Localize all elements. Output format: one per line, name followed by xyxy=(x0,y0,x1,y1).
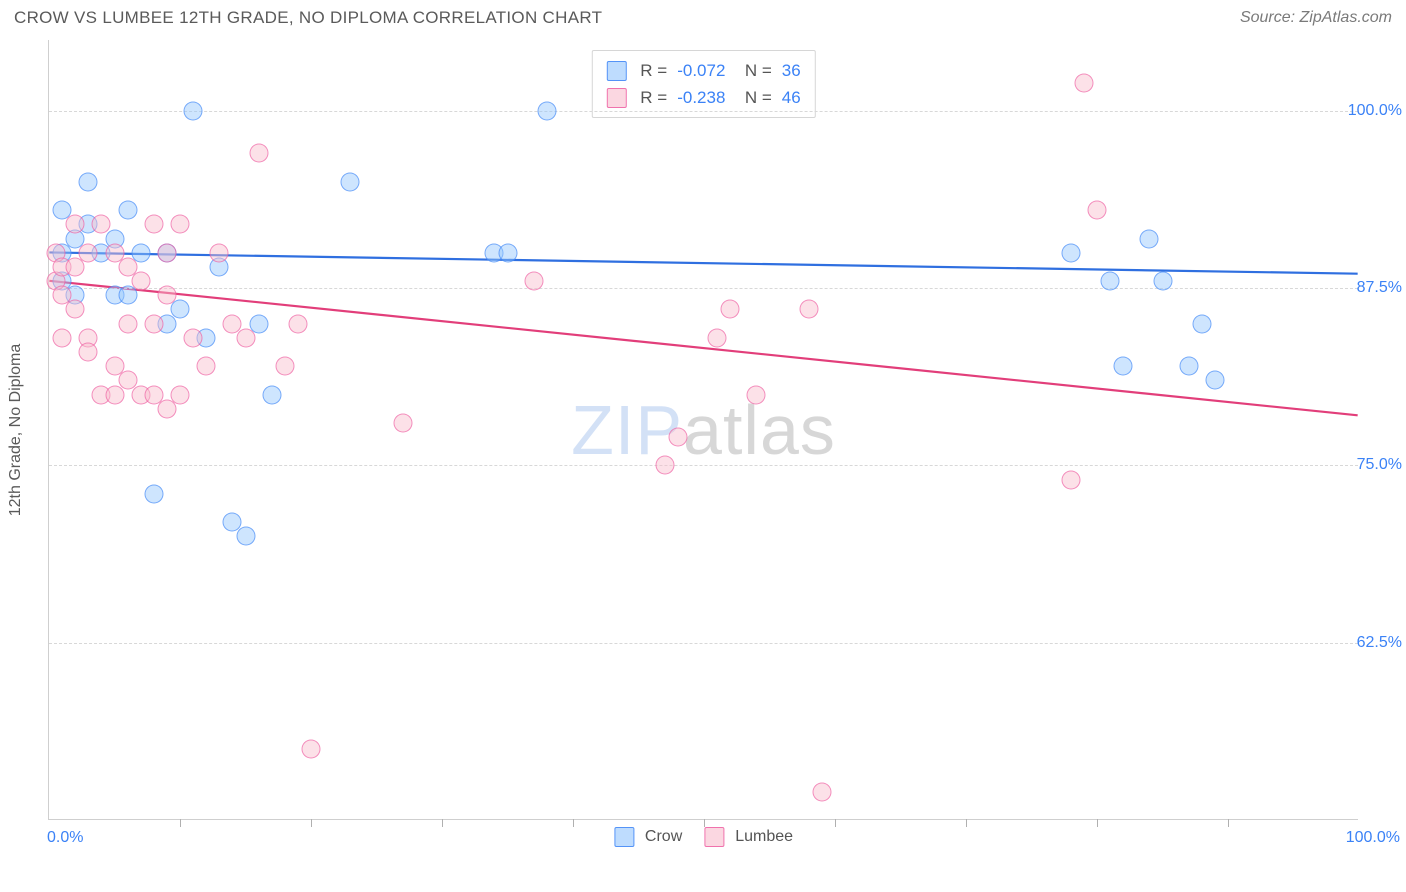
x-tick xyxy=(1228,819,1229,827)
scatter-point-lumbee xyxy=(1074,73,1093,92)
stats-n-lumbee: 46 xyxy=(782,84,801,111)
stats-n-crow: 36 xyxy=(782,57,801,84)
scatter-point-crow xyxy=(1140,229,1159,248)
scatter-point-lumbee xyxy=(302,740,321,759)
legend-item-crow: Crow xyxy=(614,827,682,847)
scatter-point-lumbee xyxy=(721,300,740,319)
stats-r-lumbee: -0.238 xyxy=(677,84,725,111)
scatter-point-crow xyxy=(118,201,137,220)
scatter-point-crow xyxy=(1192,314,1211,333)
bottom-legend: Crow Lumbee xyxy=(614,827,793,847)
scatter-point-lumbee xyxy=(79,343,98,362)
y-tick-label: 87.5% xyxy=(1357,279,1402,297)
scatter-point-lumbee xyxy=(1088,201,1107,220)
y-axis-label: 12th Grade, No Diploma xyxy=(7,344,25,517)
x-tick xyxy=(311,819,312,827)
scatter-point-lumbee xyxy=(131,272,150,291)
scatter-point-lumbee xyxy=(812,782,831,801)
chart-title: CROW VS LUMBEE 12TH GRADE, NO DIPLOMA CO… xyxy=(14,8,602,28)
scatter-point-crow xyxy=(79,172,98,191)
scatter-point-lumbee xyxy=(668,428,687,447)
stats-r-label: R = xyxy=(640,57,667,84)
y-tick-label: 75.0% xyxy=(1357,456,1402,474)
scatter-point-lumbee xyxy=(92,215,111,234)
y-tick-label: 100.0% xyxy=(1348,102,1402,120)
scatter-point-lumbee xyxy=(144,314,163,333)
scatter-point-lumbee xyxy=(524,272,543,291)
scatter-point-lumbee xyxy=(171,385,190,404)
gridline-h xyxy=(49,465,1358,466)
scatter-point-crow xyxy=(498,243,517,262)
legend-item-lumbee: Lumbee xyxy=(704,827,793,847)
scatter-point-crow xyxy=(262,385,281,404)
x-tick xyxy=(1097,819,1098,827)
scatter-point-lumbee xyxy=(171,215,190,234)
scatter-point-lumbee xyxy=(393,413,412,432)
stats-row-lumbee: R = -0.238 N = 46 xyxy=(606,84,800,111)
x-tick-end: 100.0% xyxy=(1346,829,1400,847)
scatter-point-crow xyxy=(537,101,556,120)
x-tick xyxy=(704,819,705,827)
scatter-point-lumbee xyxy=(157,243,176,262)
y-tick-label: 62.5% xyxy=(1357,634,1402,652)
scatter-point-crow xyxy=(1179,357,1198,376)
scatter-point-lumbee xyxy=(118,314,137,333)
swatch-lumbee-icon xyxy=(704,827,724,847)
swatch-crow-icon xyxy=(606,61,626,81)
scatter-point-lumbee xyxy=(747,385,766,404)
x-tick xyxy=(573,819,574,827)
scatter-point-lumbee xyxy=(655,456,674,475)
trendline-lumbee xyxy=(49,281,1357,416)
scatter-point-lumbee xyxy=(275,357,294,376)
stats-n-label: N = xyxy=(735,57,771,84)
scatter-point-lumbee xyxy=(799,300,818,319)
swatch-crow-icon xyxy=(614,827,634,847)
scatter-point-lumbee xyxy=(184,328,203,347)
legend-label-lumbee: Lumbee xyxy=(735,828,793,846)
gridline-h xyxy=(49,643,1358,644)
x-tick xyxy=(835,819,836,827)
scatter-point-lumbee xyxy=(79,243,98,262)
scatter-point-crow xyxy=(236,527,255,546)
gridline-h xyxy=(49,111,1358,112)
scatter-point-lumbee xyxy=(210,243,229,262)
scatter-point-crow xyxy=(144,484,163,503)
scatter-point-lumbee xyxy=(144,215,163,234)
x-tick xyxy=(442,819,443,827)
scatter-point-lumbee xyxy=(236,328,255,347)
plot-area: ZIPatlas R = -0.072 N = 36 R = -0.238 N … xyxy=(48,40,1358,820)
scatter-point-lumbee xyxy=(53,328,72,347)
scatter-point-lumbee xyxy=(157,286,176,305)
scatter-point-crow xyxy=(1101,272,1120,291)
x-tick xyxy=(180,819,181,827)
scatter-point-lumbee xyxy=(66,215,85,234)
stats-legend: R = -0.072 N = 36 R = -0.238 N = 46 xyxy=(591,50,815,118)
scatter-point-crow xyxy=(171,300,190,319)
scatter-point-crow xyxy=(1205,371,1224,390)
scatter-point-lumbee xyxy=(197,357,216,376)
scatter-point-lumbee xyxy=(66,300,85,319)
scatter-point-crow xyxy=(1114,357,1133,376)
scatter-point-crow xyxy=(184,101,203,120)
stats-r-label: R = xyxy=(640,84,667,111)
scatter-point-crow xyxy=(1061,243,1080,262)
source-attribution: Source: ZipAtlas.com xyxy=(1240,9,1392,27)
scatter-point-lumbee xyxy=(249,144,268,163)
legend-label-crow: Crow xyxy=(645,828,682,846)
x-tick xyxy=(966,819,967,827)
trendlines-svg xyxy=(49,40,1358,819)
stats-r-crow: -0.072 xyxy=(677,57,725,84)
swatch-lumbee-icon xyxy=(606,88,626,108)
scatter-point-lumbee xyxy=(1061,470,1080,489)
scatter-point-crow xyxy=(341,172,360,191)
scatter-point-crow xyxy=(1153,272,1172,291)
x-tick-start: 0.0% xyxy=(47,829,83,847)
chart-container: 12th Grade, No Diploma ZIPatlas R = -0.0… xyxy=(48,40,1398,820)
stats-n-label: N = xyxy=(735,84,771,111)
scatter-point-lumbee xyxy=(708,328,727,347)
trendline-crow xyxy=(49,252,1357,273)
watermark: ZIPatlas xyxy=(571,390,836,470)
stats-row-crow: R = -0.072 N = 36 xyxy=(606,57,800,84)
scatter-point-lumbee xyxy=(288,314,307,333)
